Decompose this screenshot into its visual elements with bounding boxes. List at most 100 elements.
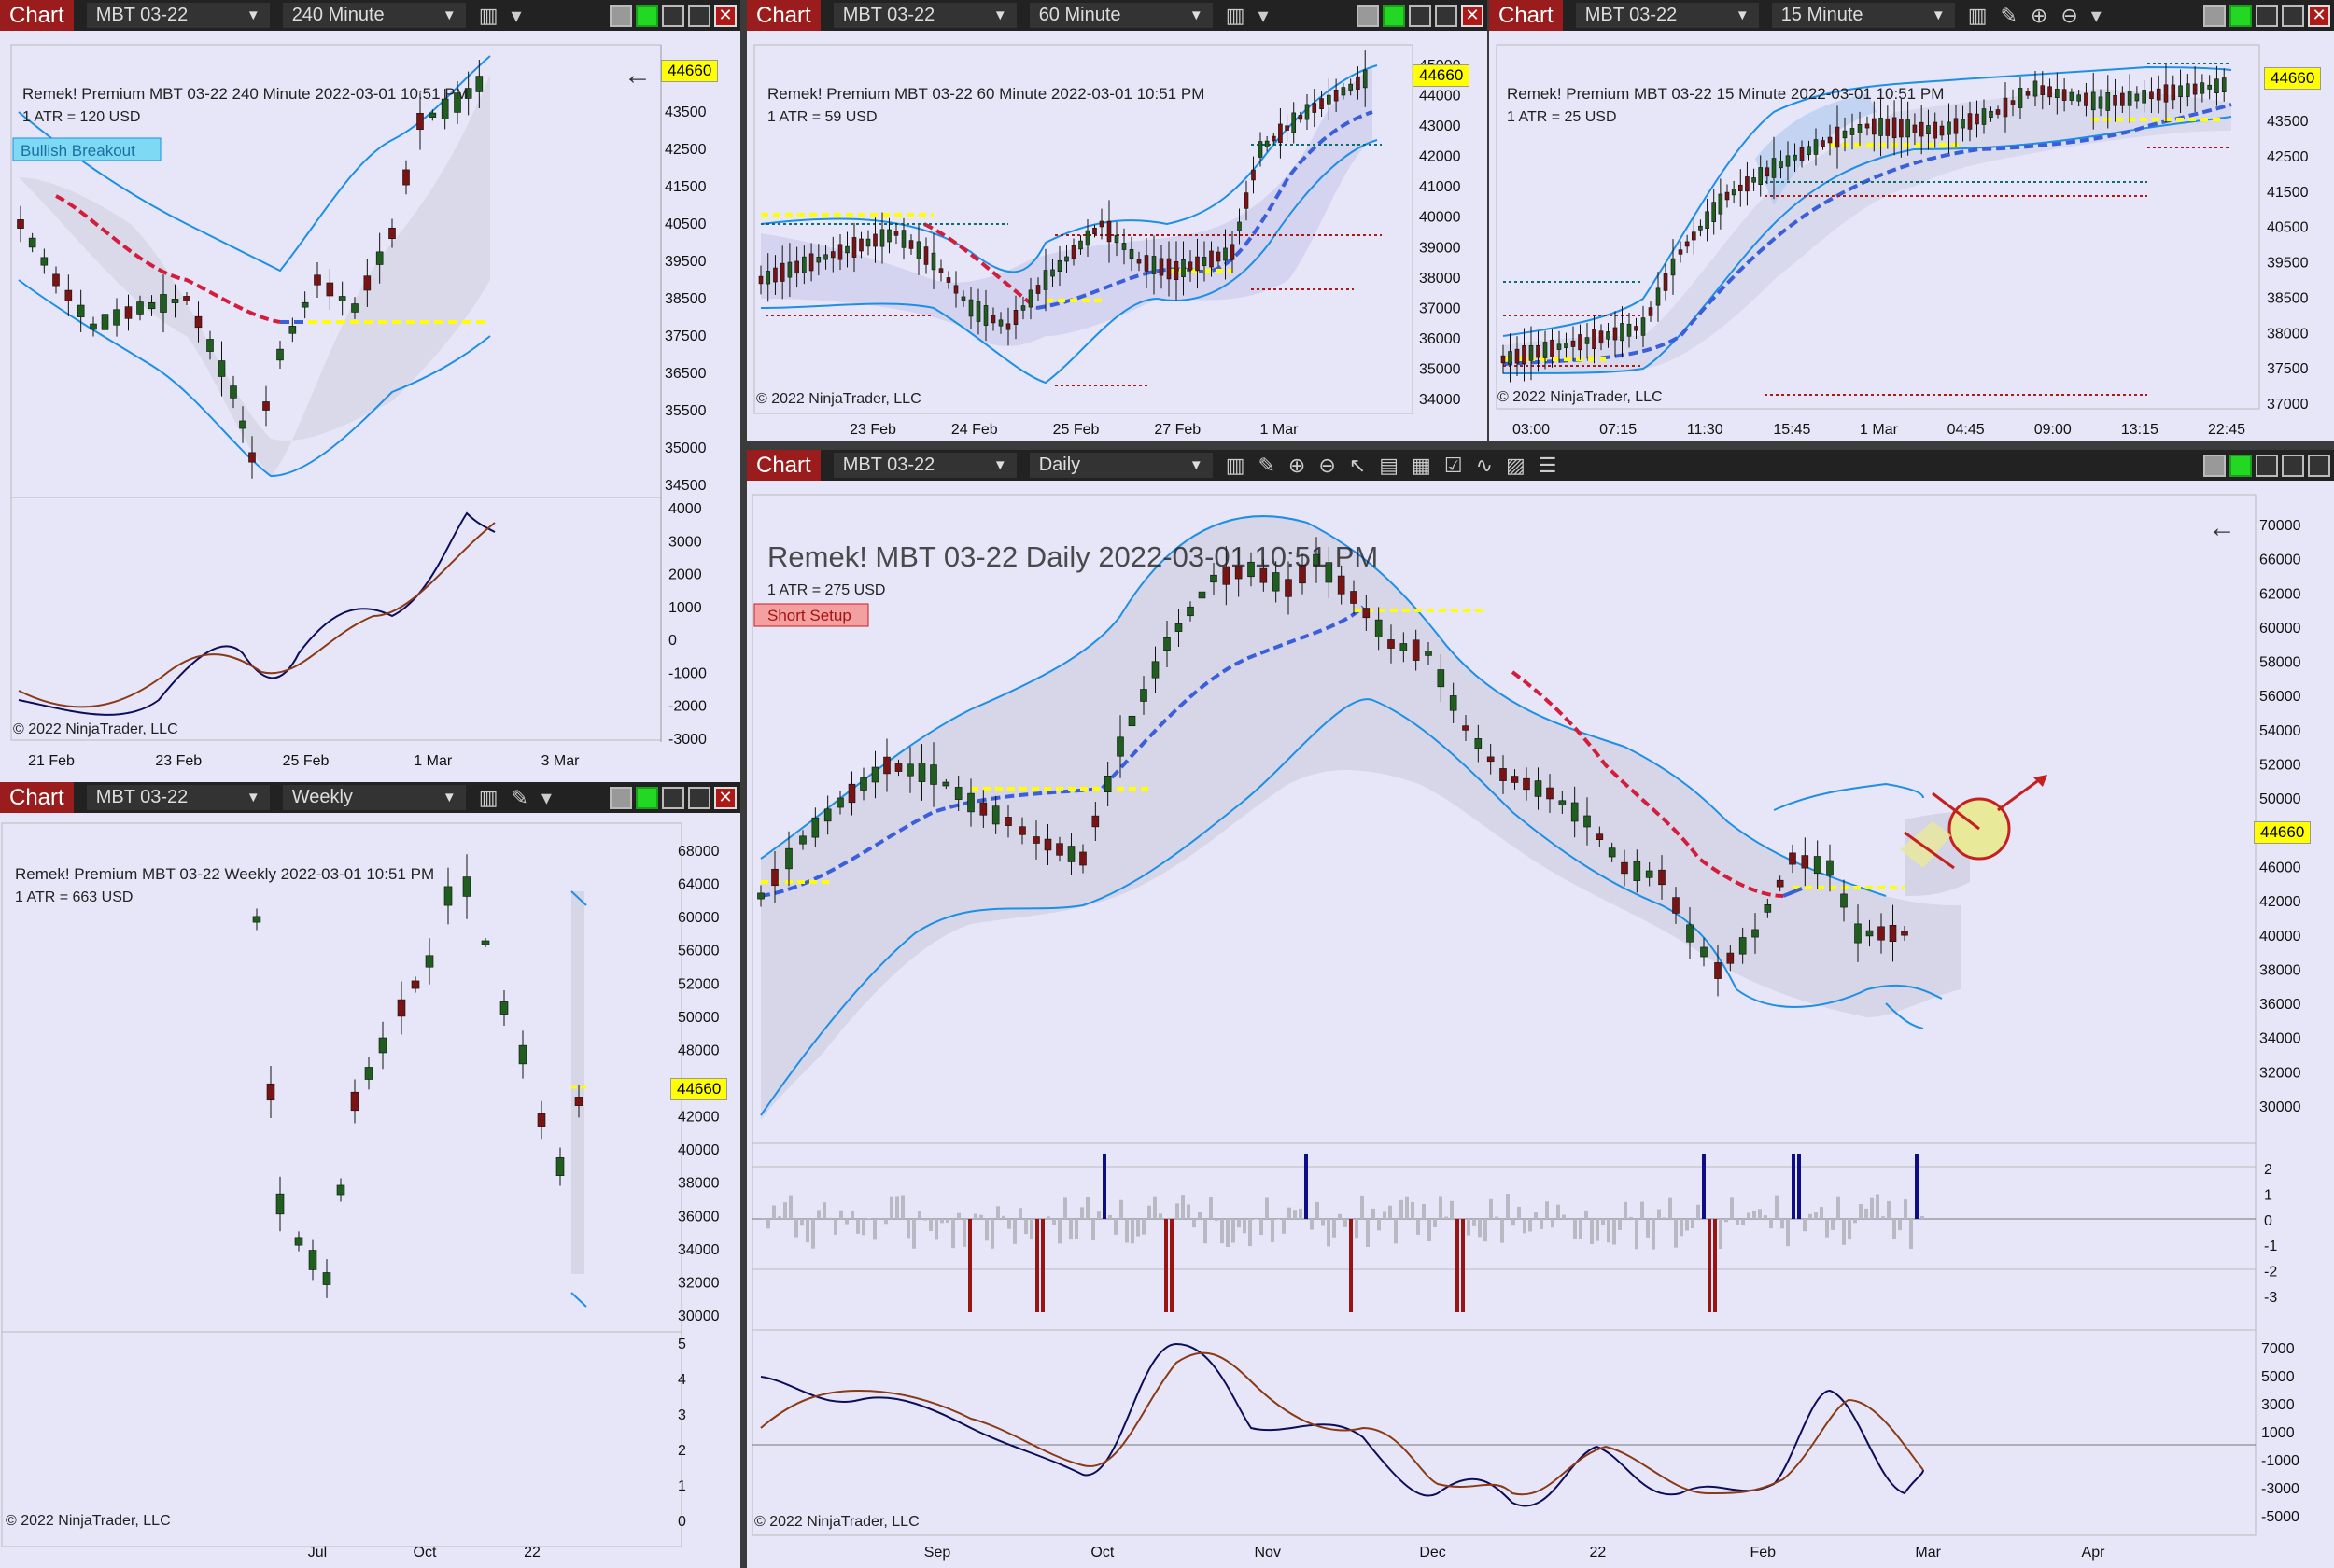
link-button[interactable] — [2203, 454, 2226, 477]
maximize-button[interactable] — [688, 4, 710, 27]
chart-toolbar: Chart MBT 03-22 ▼ 15 Minute ▼ ▥ ✎ ⊕ ⊖ ▾ ✕ — [1489, 0, 2334, 31]
candle — [350, 1091, 359, 1112]
candle — [1528, 344, 1534, 361]
back-arrow-icon[interactable]: ← — [2208, 512, 2236, 543]
pointer-icon[interactable]: ↖ — [1348, 453, 1367, 477]
minimize-button[interactable] — [662, 786, 684, 809]
draw-tool-icon[interactable]: ✎ — [2000, 3, 2018, 27]
list-icon[interactable]: ☰ — [1538, 453, 1557, 477]
candle — [1606, 331, 1610, 340]
price-tick: 42000 — [1419, 149, 1461, 165]
candle — [1621, 861, 1628, 875]
candle — [441, 98, 449, 119]
maximize-button[interactable] — [1435, 4, 1457, 27]
candle — [1499, 768, 1507, 781]
candle — [1412, 639, 1420, 661]
price-tick: 56000 — [678, 944, 720, 959]
interval-select[interactable]: 15 Minute ▼ — [1771, 3, 1955, 28]
bar-type-icon[interactable]: ▥ — [1967, 3, 1988, 27]
candle — [1718, 193, 1723, 215]
histogram-bar — [800, 1219, 804, 1226]
instrument-select[interactable]: MBT 03-22 ▼ — [1575, 3, 1759, 28]
candle — [2025, 91, 2031, 96]
instrument-select[interactable]: MBT 03-22 ▼ — [86, 785, 270, 810]
draw-tool-icon[interactable]: ✎ — [511, 785, 528, 809]
close-button[interactable]: ✕ — [714, 4, 737, 27]
candle — [1799, 147, 1805, 161]
time-tick: 09:00 — [2034, 422, 2072, 438]
close-button[interactable] — [2308, 454, 2330, 477]
chevron-down-icon[interactable]: ▾ — [511, 3, 522, 27]
atr-label: 1 ATR = 275 USD — [767, 582, 885, 598]
price-chart-240[interactable]: Remek! Premium MBT 03-22 240 Minute 2022… — [0, 31, 740, 782]
price-chart-15[interactable]: Remek! Premium MBT 03-22 15 Minute 2022-… — [1489, 31, 2334, 441]
close-button[interactable]: ✕ — [1461, 4, 1483, 27]
histogram-bar — [778, 1216, 781, 1219]
price-chart-daily[interactable]: Remek! MBT 03-22 Daily 2022-03-01 10:51 … — [747, 481, 2334, 1568]
candle — [794, 260, 799, 274]
bar-type-icon[interactable]: ▥ — [1225, 453, 1245, 477]
candle — [1511, 776, 1519, 783]
histogram-bar — [1467, 1219, 1470, 1236]
interval-select[interactable]: Daily ▼ — [1029, 453, 1213, 478]
histogram-bar — [946, 1219, 949, 1223]
template-icon[interactable]: ▨ — [1506, 453, 1526, 477]
interval-select[interactable]: Weekly ▼ — [282, 785, 466, 810]
candle — [2076, 94, 2081, 102]
close-button[interactable]: ✕ — [2308, 4, 2330, 27]
link-button[interactable] — [610, 4, 632, 27]
instrument-select[interactable]: MBT 03-22 ▼ — [833, 453, 1017, 478]
zoom-in-icon[interactable]: ⊕ — [2030, 3, 2048, 27]
back-arrow-icon[interactable]: ← — [624, 60, 652, 91]
bar-type-icon[interactable]: ▥ — [478, 3, 499, 27]
candle — [1871, 118, 1877, 135]
price-chart-weekly[interactable]: Remek! Premium MBT 03-22 Weekly 2022-03-… — [0, 813, 740, 1568]
histogram-bar — [1618, 1219, 1622, 1230]
maximize-button[interactable] — [688, 786, 710, 809]
histogram-bar — [1091, 1219, 1095, 1240]
properties-icon[interactable]: ▦ — [1412, 453, 1431, 477]
indicator-icon[interactable]: ∿ — [1475, 453, 1493, 477]
chevron-down-icon[interactable]: ▾ — [1258, 3, 1269, 27]
chevron-down-icon: ▼ — [1931, 7, 1946, 23]
histogram-bar — [1299, 1208, 1302, 1219]
minimize-button[interactable] — [662, 4, 684, 27]
instrument-select[interactable]: MBT 03-22 ▼ — [86, 3, 270, 28]
candle — [402, 169, 410, 186]
interval-select[interactable]: 240 Minute ▼ — [282, 3, 466, 28]
chevron-down-icon[interactable]: ▾ — [541, 785, 552, 809]
interval-select[interactable]: 60 Minute ▼ — [1029, 3, 1213, 28]
candle — [1151, 661, 1160, 679]
zoom-out-icon[interactable]: ⊖ — [2060, 3, 2078, 27]
draw-tool-icon[interactable]: ✎ — [1258, 453, 1275, 477]
link-button[interactable] — [610, 786, 632, 809]
histogram-bar — [890, 1196, 893, 1219]
time-tick: 21 Feb — [28, 753, 75, 769]
zoom-out-icon[interactable]: ⊖ — [1318, 453, 1336, 477]
price-chart-60[interactable]: Remek! Premium MBT 03-22 60 Minute 2022-… — [747, 31, 1487, 441]
link-button[interactable] — [2203, 4, 2226, 27]
histogram-bar — [1853, 1219, 1857, 1224]
oscillator-tick: -3000 — [2261, 1481, 2299, 1497]
bar-type-icon[interactable]: ▥ — [1225, 3, 1245, 27]
oscillator-tick: 4000 — [668, 501, 702, 517]
chevron-down-icon[interactable]: ▾ — [2090, 3, 2102, 27]
minimize-button[interactable] — [2256, 4, 2278, 27]
candle — [1500, 355, 1506, 364]
candle — [1057, 260, 1062, 272]
bar-type-icon[interactable]: ▥ — [478, 785, 499, 809]
link-button[interactable] — [1357, 4, 1379, 27]
histogram-bar — [856, 1219, 860, 1234]
candle — [1362, 608, 1371, 619]
data-box-icon[interactable]: ▤ — [1379, 453, 1399, 477]
histogram-bar — [1086, 1197, 1090, 1219]
maximize-button[interactable] — [2282, 4, 2304, 27]
candle — [1534, 780, 1542, 797]
minimize-button[interactable] — [2256, 454, 2278, 477]
close-button[interactable]: ✕ — [714, 786, 737, 809]
maximize-button[interactable] — [2282, 454, 2304, 477]
instrument-select[interactable]: MBT 03-22 ▼ — [833, 3, 1017, 28]
strategy-icon[interactable]: ☑ — [1443, 453, 1463, 477]
minimize-button[interactable] — [1409, 4, 1431, 27]
zoom-in-icon[interactable]: ⊕ — [1287, 453, 1306, 477]
